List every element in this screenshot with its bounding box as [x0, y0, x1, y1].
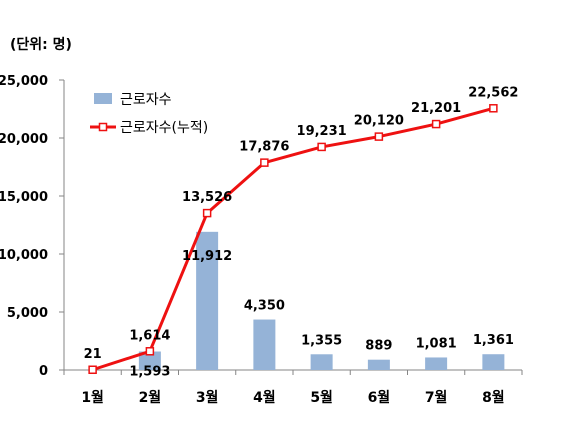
line-marker [374, 132, 384, 141]
line-data-label: 21,201 [411, 101, 461, 116]
bar-data-label: 889 [365, 339, 392, 354]
axes: 0 5,000 10,000 15,000 20,000 25,000 1월 2월 3월 4월 5월… [0, 74, 523, 406]
y-tick-label: 25,000 [0, 74, 48, 89]
legend-bar-label: 근로자수 [120, 92, 172, 108]
line-path [92, 106, 494, 372]
x-tick-label: 7월 [425, 389, 448, 406]
line-marker [145, 347, 155, 356]
line-marker [88, 365, 97, 375]
y-tick-label: 10,000 [0, 248, 48, 263]
line-marker [489, 104, 498, 113]
line-data-label: 1,614 [129, 328, 170, 343]
bar [253, 319, 276, 370]
y-tick-label: 15,000 [0, 190, 48, 205]
bar [482, 354, 505, 370]
line-marker [260, 158, 269, 167]
x-tick-label: 3월 [196, 389, 219, 406]
x-tick-label: 1월 [81, 389, 104, 406]
x-tick-label: 5월 [310, 389, 333, 406]
x-tick-label: 6월 [368, 389, 391, 406]
bar-data-label: 1,355 [301, 333, 342, 348]
line-data-label: 19,231 [297, 124, 347, 139]
x-tick-label: 2월 [139, 389, 162, 406]
bar-series [138, 231, 505, 370]
x-tick-label: 8월 [482, 389, 505, 406]
bar [196, 231, 219, 370]
bar-data-label: 1,081 [416, 336, 457, 351]
y-tick-label: 20,000 [0, 132, 48, 147]
bar-data-label: 1,361 [473, 333, 514, 348]
bar-data-label: 1,593 [129, 365, 170, 380]
bar [310, 354, 333, 370]
line-marker [431, 119, 441, 129]
bar-data-label: 11,912 [182, 249, 232, 264]
y-tick-label: 5,000 [7, 306, 48, 321]
bar [425, 357, 448, 370]
y-tick-label: 0 [39, 364, 48, 379]
legend-line-label: 근로자수(누적) [120, 120, 208, 136]
line-marker [202, 208, 212, 218]
data-labels: 21 1,614 13,526 17,876 19,231 20,120 21,201 22,… [84, 85, 519, 379]
line-data-label: 17,876 [239, 140, 289, 155]
x-tick-label: 4월 [253, 389, 276, 406]
bar-data-label: 4,350 [244, 299, 285, 314]
line-data-label: 13,526 [182, 190, 232, 205]
line-data-label: 20,120 [354, 114, 404, 129]
legend-bar-swatch [94, 93, 112, 104]
legend-line-marker [98, 122, 108, 132]
line-series [88, 104, 498, 375]
line-data-label: 22,562 [468, 85, 518, 100]
line-data-label: 21 [84, 347, 102, 362]
line-marker [317, 142, 326, 152]
unit-label: (단위: 명) [10, 37, 72, 53]
bar [138, 351, 161, 370]
bar [367, 359, 390, 370]
